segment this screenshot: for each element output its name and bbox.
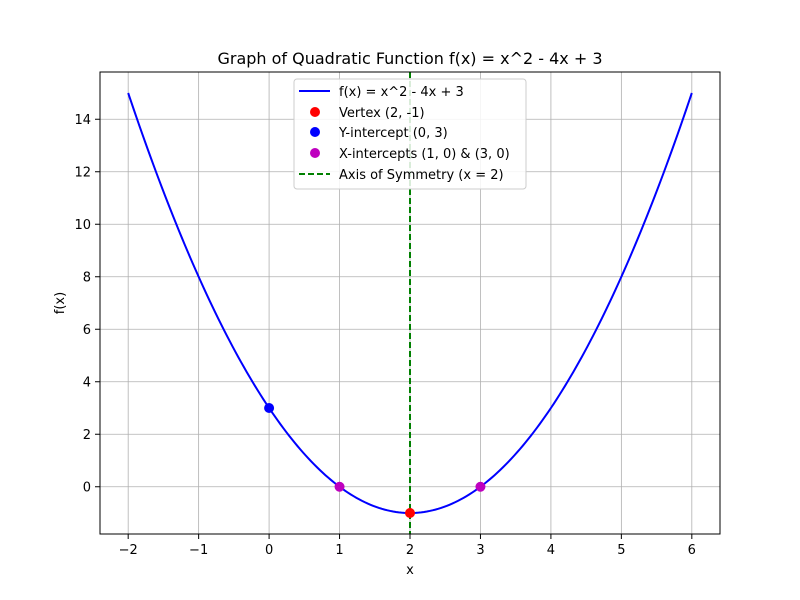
x-tick-label: 3	[476, 543, 484, 558]
y-tick-label: 6	[83, 323, 91, 338]
legend-marker-x-intercepts	[310, 148, 320, 158]
y-tick-label: 0	[83, 480, 91, 495]
y-tick-label: 4	[83, 375, 91, 390]
x-intercept-point	[334, 481, 345, 492]
y-intercept-point	[264, 403, 275, 413]
x-tick-label: 4	[547, 543, 555, 558]
vertex-point	[405, 508, 415, 518]
x-axis-label: x	[406, 563, 414, 578]
x-tick-label: 5	[617, 543, 625, 558]
legend-label-axis-of-symmetry: Axis of Symmetry (x = 2)	[339, 168, 504, 183]
x-tick-label: 1	[335, 543, 343, 558]
y-tick-label: 12	[74, 165, 91, 180]
x-tick-label: 0	[265, 543, 273, 558]
chart-title: Graph of Quadratic Function f(x) = x^2 -…	[217, 49, 602, 68]
x-intercept-point	[475, 481, 486, 492]
points-layer	[264, 403, 486, 518]
y-tick-label: 8	[83, 270, 91, 285]
x-tick-label: 2	[406, 543, 414, 558]
legend-label-function: f(x) = x^2 - 4x + 3	[339, 85, 464, 100]
x-tick-label: −2	[119, 543, 138, 558]
x-tick-label: −1	[189, 543, 208, 558]
legend-label-x-intercepts: X-intercepts (1, 0) & (3, 0)	[339, 147, 510, 162]
y-tick-label: 10	[74, 218, 91, 233]
y-tick-label: 14	[74, 113, 91, 128]
legend-label-y-intercept: Y-intercept (0, 3)	[338, 126, 448, 141]
legend-marker-y-intercept	[310, 127, 320, 137]
legend: f(x) = x^2 - 4x + 3 Vertex (2, -1) Y-int…	[293, 78, 527, 190]
legend-marker-vertex	[310, 107, 320, 117]
y-axis-label: f(x)	[53, 292, 68, 314]
legend-label-vertex: Vertex (2, -1)	[339, 106, 425, 121]
x-tick-label: 6	[688, 543, 696, 558]
y-tick-label: 2	[83, 428, 91, 443]
legend-box	[293, 78, 527, 190]
